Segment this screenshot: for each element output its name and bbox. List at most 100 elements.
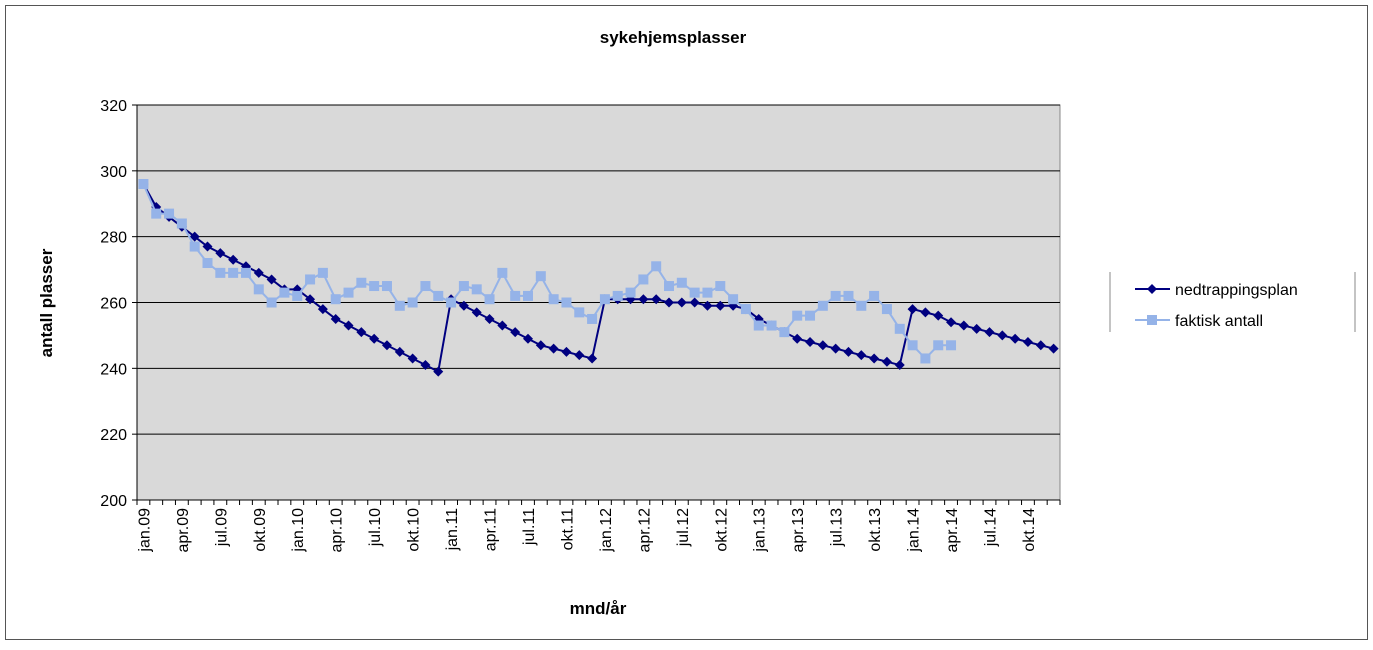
marker (279, 287, 290, 298)
marker (407, 297, 418, 308)
marker (574, 350, 585, 361)
marker (933, 310, 944, 321)
marker (446, 297, 457, 308)
marker (753, 320, 764, 331)
marker (176, 218, 187, 229)
marker (856, 300, 867, 311)
marker (1048, 343, 1059, 354)
marker (676, 277, 687, 288)
x-tick-label: jan.14 (906, 508, 923, 553)
marker (407, 353, 418, 364)
marker (215, 267, 226, 278)
x-tick-label: apr.13 (790, 508, 807, 553)
y-tick-label: 220 (100, 427, 127, 444)
marker (702, 287, 713, 298)
marker (689, 287, 700, 298)
marker (189, 231, 200, 242)
x-tick-label: jul.12 (675, 508, 692, 547)
marker (664, 281, 675, 292)
marker (433, 366, 444, 377)
marker (189, 241, 200, 252)
marker (805, 337, 816, 347)
marker (715, 281, 726, 292)
marker (510, 327, 521, 338)
marker (458, 300, 469, 311)
x-tick-label: jul.14 (982, 508, 999, 547)
marker (356, 277, 367, 288)
y-tick-label: 240 (100, 361, 127, 378)
marker (240, 267, 251, 278)
x-tick-label: jul.13 (829, 508, 846, 547)
marker (561, 297, 572, 308)
marker (894, 360, 905, 371)
marker (638, 274, 649, 285)
marker (625, 287, 636, 298)
line (142, 183, 952, 360)
legend-label: nedtrappingsplan (1175, 282, 1298, 299)
x-tick-label: apr.09 (175, 508, 192, 553)
marker (907, 304, 918, 315)
marker (433, 290, 444, 301)
y-tick-label: 280 (100, 230, 127, 247)
marker (305, 294, 316, 305)
marker (843, 290, 854, 301)
marker (330, 294, 341, 305)
marker (484, 294, 495, 305)
x-tick-label: okt.11 (559, 508, 576, 551)
marker (881, 356, 892, 367)
y-tick-label: 260 (100, 296, 127, 313)
marker (946, 317, 957, 328)
marker (369, 333, 380, 344)
marker (202, 241, 213, 252)
marker (266, 297, 277, 308)
marker (599, 294, 610, 305)
marker (330, 313, 341, 324)
marker (958, 320, 969, 331)
x-tick-label: apr.10 (329, 508, 346, 553)
marker (253, 267, 264, 278)
marker (369, 281, 380, 292)
x-tick-label: jan.09 (136, 508, 153, 553)
marker (1022, 337, 1033, 347)
marker (830, 343, 841, 354)
x-tick-label: okt.13 (867, 508, 884, 552)
marker (253, 284, 264, 295)
y-axis-label: antall plasser (37, 248, 56, 357)
x-tick-label: apr.11 (483, 508, 500, 551)
marker (881, 304, 892, 315)
y-tick-label: 200 (100, 493, 127, 510)
marker (997, 330, 1008, 341)
marker (651, 261, 662, 272)
marker (164, 208, 175, 219)
marker (856, 350, 867, 361)
marker (574, 307, 585, 318)
marker (228, 254, 239, 265)
marker (869, 290, 880, 301)
marker (920, 307, 931, 318)
marker (394, 346, 405, 357)
marker (664, 297, 675, 308)
marker (458, 281, 469, 292)
marker (548, 343, 559, 354)
marker (510, 290, 521, 301)
x-tick-label: okt.10 (406, 508, 423, 552)
marker (612, 290, 623, 301)
marker (471, 307, 482, 318)
marker (894, 323, 905, 334)
x-axis-label: mnd/år (570, 599, 627, 618)
marker (138, 179, 149, 189)
marker (843, 346, 854, 357)
marker (381, 340, 392, 351)
marker (676, 297, 687, 308)
marker (702, 300, 713, 311)
x-tick-label: apr.14 (944, 508, 961, 553)
marker (766, 320, 777, 331)
marker (535, 340, 546, 351)
marker (202, 258, 213, 268)
legend-label: faktisk antall (1175, 313, 1263, 330)
marker (1010, 333, 1021, 344)
marker (561, 346, 572, 357)
marker (535, 271, 546, 282)
marker (548, 294, 559, 305)
